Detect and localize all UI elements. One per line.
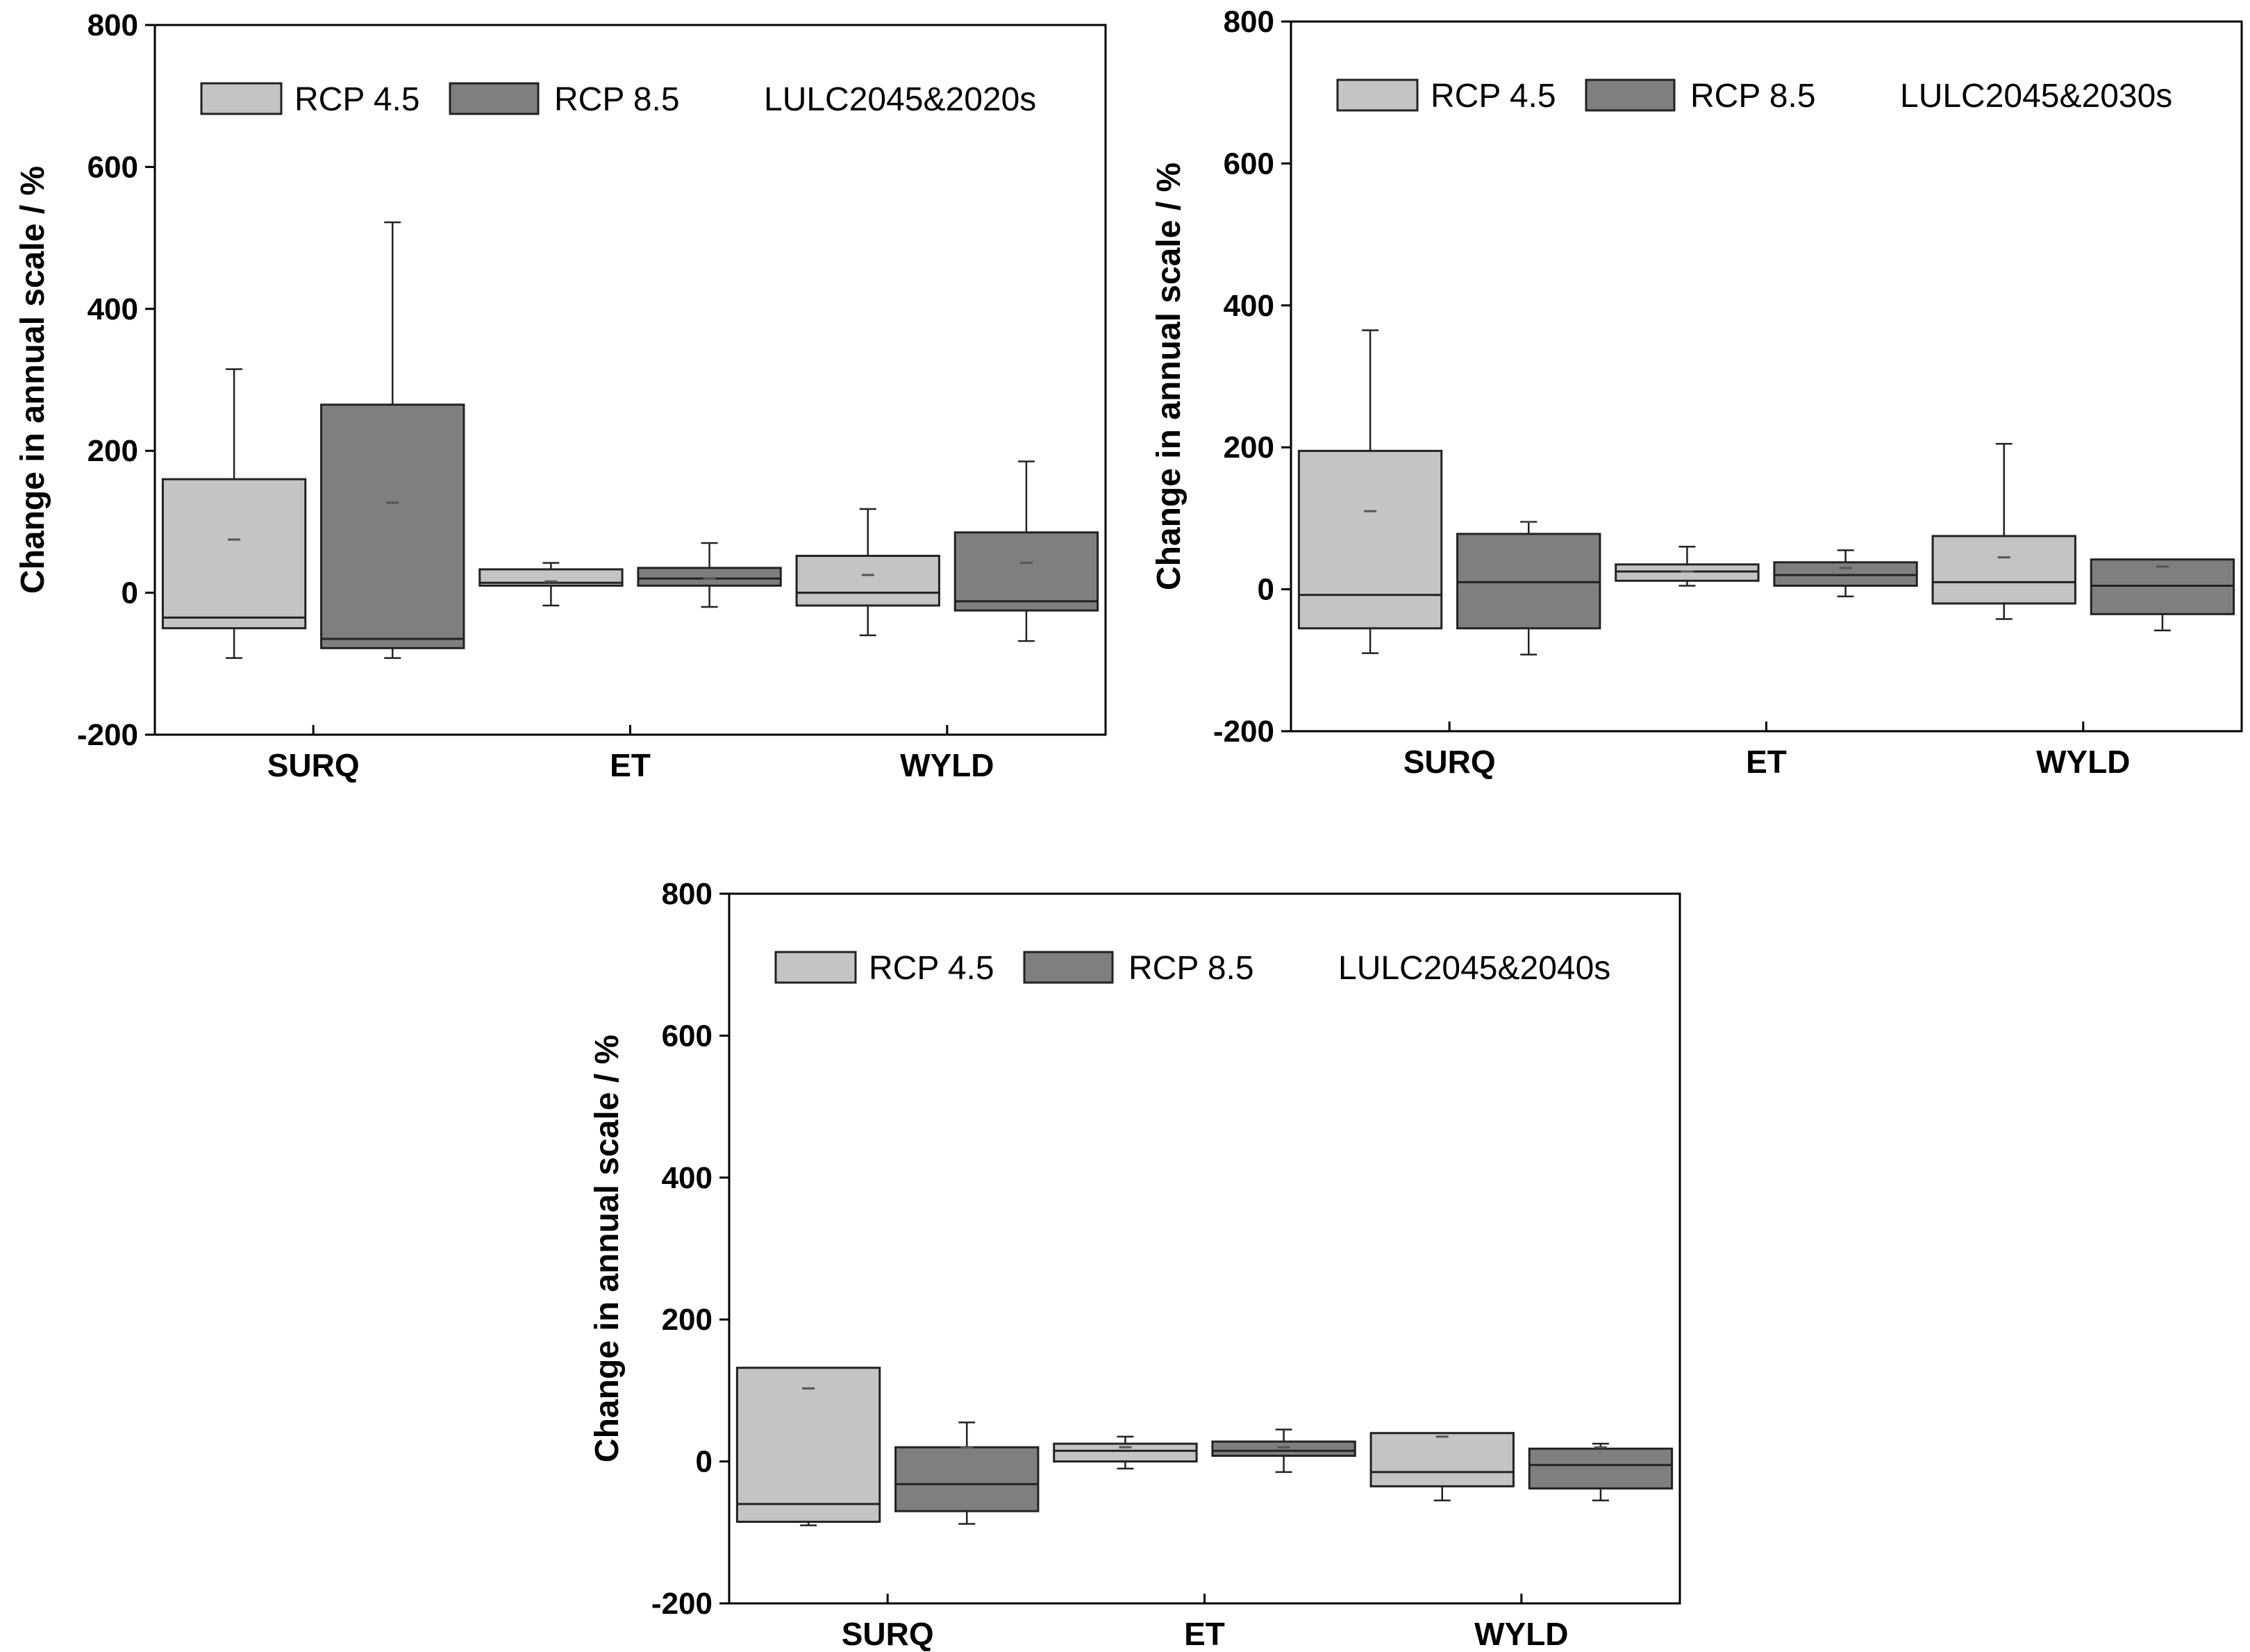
iqr-box [1528,1447,1674,1490]
y-tick-label: 200 [662,1303,712,1337]
chart-panel-3: -200 0 200 400 600 800 Change in annual scale … [589,877,1681,1652]
iqr-box [1931,535,2076,605]
x-category-label: SURQ [1403,744,1496,780]
iqr-box [478,568,624,587]
iqr-box [320,403,465,649]
y-tick-label: 0 [1258,573,1274,607]
y-axis-title: Change in annual scale / % [589,1035,626,1462]
iqr-box [1211,1440,1356,1457]
iqr-box [2090,558,2235,615]
y-tick-label: 400 [662,1161,712,1195]
iqr-box [1369,1432,1515,1487]
y-tick-label: -200 [1213,715,1274,749]
box-rcp85-et [637,542,782,608]
legend-label-rcp45: RCP 4.5 [1431,78,1556,115]
y-tick-label: 400 [88,292,138,326]
x-category-label: SURQ [842,1616,934,1652]
iqr-box [637,567,782,587]
y-tick-label: 200 [88,434,138,468]
legend-swatch-rcp45 [200,82,283,115]
chart-panel-1: -200 0 200 400 600 800 Change in annual scale … [15,8,1107,783]
y-tick-label: 600 [88,150,138,184]
y-tick-label: 600 [662,1019,712,1053]
legend-label-rcp45: RCP 4.5 [294,81,420,118]
iqr-box [795,554,940,607]
x-category-label: WYLD [900,747,994,783]
x-category-label: ET [1746,744,1787,780]
box-rcp85-wyld [1528,1442,1674,1502]
y-tick-label: 600 [1224,147,1274,181]
iqr-box [161,478,307,630]
chart-panel-2: -200 0 200 400 600 800 Change in annual scale … [1151,5,2243,780]
box-rcp45-surq [1297,329,1443,654]
y-axis-title: Change in annual scale / % [1151,162,1188,590]
y-tick-label: -200 [651,1587,712,1621]
y-tick-label: -200 [77,718,138,752]
y-tick-label: 800 [1224,5,1274,39]
legend-swatch-rcp85 [1023,951,1114,984]
legend-label-rcp45: RCP 4.5 [869,950,994,987]
legend: RCP 4.5 RCP 8.5 LULC2045&2030s [1336,78,2172,115]
iqr-box [1297,449,1443,630]
iqr-box [894,1446,1040,1512]
x-category-label: ET [1184,1616,1225,1652]
y-tick-label: 400 [1224,289,1274,323]
legend-scenario-note: LULC2045&2040s [1338,950,1610,987]
box-rcp85-et [1773,549,1918,598]
box-rcp45-surq [161,368,307,659]
iqr-box [1773,561,1918,587]
box-rcp45-et [478,562,624,607]
box-rcp45-et [1053,1435,1198,1470]
box-rcp85-wyld [953,460,1099,642]
legend: RCP 4.5 RCP 8.5 LULC2045&2040s [774,950,1610,987]
iqr-box [1456,533,1601,630]
box-rcp45-wyld [795,508,940,637]
x-category-label: ET [610,747,651,783]
legend-label-rcp85: RCP 8.5 [1128,950,1254,987]
x-category-label: WYLD [2036,744,2130,780]
iqr-box [735,1367,881,1523]
box-rcp85-surq [320,221,465,659]
legend-label-rcp85: RCP 8.5 [1690,78,1816,115]
box-rcp45-wyld [1931,442,2076,620]
iqr-box [1615,563,1760,582]
x-category-label: WYLD [1474,1616,1568,1652]
y-tick-label: 0 [696,1445,712,1479]
box-rcp45-wyld [1369,1432,1515,1502]
legend-swatch-rcp45 [1336,78,1419,112]
y-tick-label: 0 [122,576,138,610]
y-tick-label: 800 [662,877,712,911]
legend-swatch-rcp85 [449,82,540,115]
box-rcp85-surq [894,1421,1040,1525]
legend-scenario-note: LULC2045&2030s [1900,78,2172,115]
box-rcp85-et [1211,1428,1356,1474]
legend-scenario-note: LULC2045&2020s [764,81,1036,118]
box-rcp85-wyld [2090,558,2235,632]
legend-swatch-rcp85 [1585,78,1676,112]
box-rcp45-et [1615,546,1760,587]
x-category-label: SURQ [267,747,360,783]
box-rcp45-surq [735,1367,881,1526]
legend-swatch-rcp45 [774,951,857,984]
y-axis-title: Change in annual scale / % [15,166,51,594]
iqr-box [953,531,1099,612]
legend-label-rcp85: RCP 8.5 [554,81,680,118]
legend: RCP 4.5 RCP 8.5 LULC2045&2020s [200,81,1036,118]
box-rcp85-surq [1456,521,1601,656]
y-tick-label: 800 [88,8,138,42]
y-tick-label: 200 [1224,431,1274,465]
